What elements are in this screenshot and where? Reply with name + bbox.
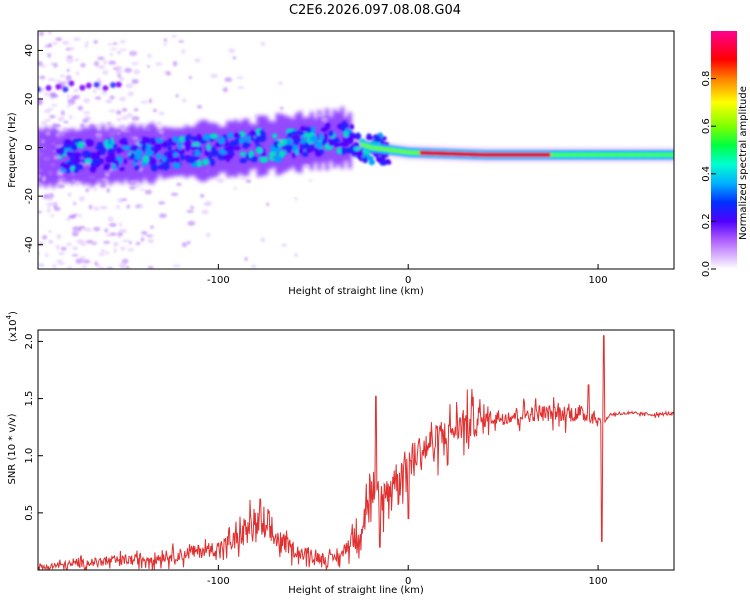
colorbar-tick-label: 0.0 (701, 261, 712, 277)
snr-series-line (38, 335, 674, 570)
bottom-x-tick-label: 0 (405, 576, 411, 587)
scale-note-base: (x10 (8, 319, 19, 342)
top-y-tick-label: 40 (24, 44, 35, 57)
chart-title: C2E6.2026.097.08.08.G04 (289, 3, 461, 18)
bottom-y-tick-label: 2.0 (24, 333, 35, 349)
top-y-axis: -40 -20 0 20 40 (24, 44, 43, 253)
colorbar: 0.0 0.2 0.4 0.6 0.8 Normalized spectral ampl… (701, 31, 749, 277)
svg-text:(x104): (x104) (5, 311, 19, 342)
bottom-x-tick-label: 100 (589, 576, 608, 587)
bottom-x-tick-label: -100 (207, 576, 230, 587)
bottom-y-tick-label: 0.5 (24, 505, 35, 521)
bottom-y-scale-note: (x104) (5, 311, 19, 342)
top-y-axis-label: Frequency (Hz) (7, 112, 18, 188)
snr-panel: -100 0 100 0.5 1.0 1.5 2.0 Height of straight… (5, 311, 675, 596)
top-y-tick-label: -20 (24, 188, 35, 204)
colorbar-ticks: 0.0 0.2 0.4 0.6 0.8 (701, 71, 716, 277)
bottom-y-tick-label: 1.0 (24, 448, 35, 464)
top-x-axis: -100 0 100 (207, 264, 608, 286)
colorbar-tick-label: 0.8 (701, 71, 712, 87)
bottom-y-axis: 0.5 1.0 1.5 2.0 (24, 333, 43, 521)
spectrogram-image (38, 31, 674, 269)
bottom-x-axis: -100 0 100 (207, 565, 608, 587)
top-x-tick-label: 100 (589, 275, 608, 286)
spectrogram-panel: -100 0 100 -40 -20 0 20 40 Height of straight … (7, 30, 675, 297)
colorbar-tick-label: 0.6 (701, 118, 712, 134)
bottom-y-axis-label: SNR (10 * v/v) (7, 413, 18, 484)
top-y-tick-label: -40 (24, 237, 35, 253)
scale-note-exp: 4 (5, 314, 13, 319)
colorbar-label: Normalized spectral amplitude (738, 86, 749, 240)
spectrogram-dots (38, 31, 674, 269)
top-y-tick-label: 0 (24, 144, 35, 150)
top-y-tick-label: 20 (24, 93, 35, 106)
colorbar-gradient (711, 31, 737, 269)
colorbar-tick-label: 0.4 (701, 166, 712, 182)
bottom-y-tick-label: 1.5 (24, 391, 35, 407)
top-x-axis-label: Height of straight line (km) (288, 286, 424, 297)
colorbar-tick-label: 0.2 (701, 213, 712, 229)
bottom-x-axis-label: Height of straight line (km) (288, 585, 424, 596)
top-x-tick-label: 0 (405, 275, 411, 286)
top-x-tick-label: -100 (207, 275, 230, 286)
